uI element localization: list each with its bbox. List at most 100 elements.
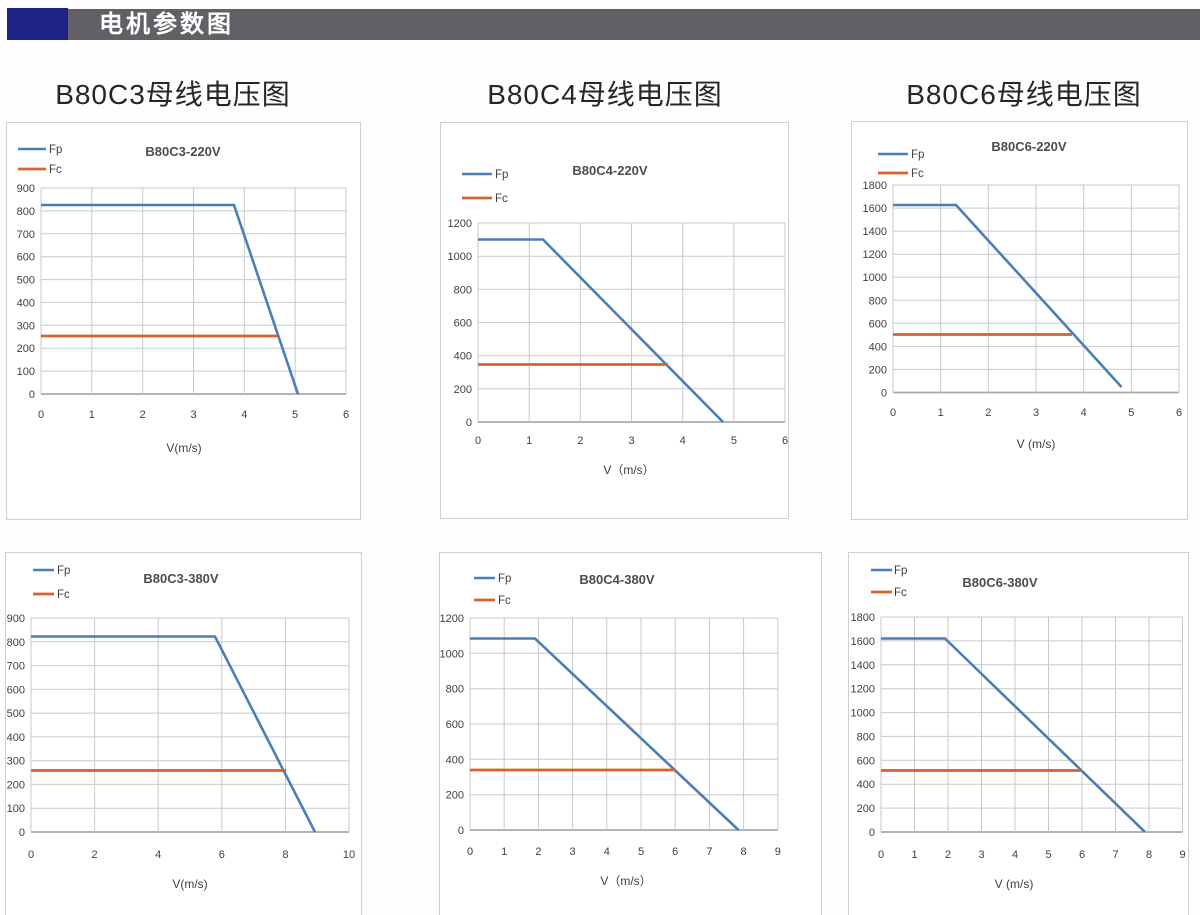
svg-text:Fc: Fc — [911, 168, 924, 180]
svg-text:Fc: Fc — [495, 193, 508, 205]
svg-text:0: 0 — [869, 827, 875, 839]
svg-text:200: 200 — [454, 384, 472, 396]
svg-text:5: 5 — [1128, 407, 1134, 419]
svg-text:B80C6-220V: B80C6-220V — [991, 139, 1066, 154]
svg-text:100: 100 — [7, 803, 25, 815]
svg-text:700: 700 — [17, 229, 35, 241]
svg-text:1400: 1400 — [863, 226, 887, 238]
svg-text:2: 2 — [577, 435, 583, 447]
svg-text:10: 10 — [343, 849, 355, 861]
svg-text:V(m/s): V(m/s) — [172, 877, 207, 891]
svg-text:Fp: Fp — [911, 149, 924, 161]
svg-text:0: 0 — [458, 825, 464, 837]
svg-text:2: 2 — [535, 846, 541, 858]
svg-text:800: 800 — [857, 731, 875, 743]
svg-text:400: 400 — [7, 732, 25, 744]
svg-text:4: 4 — [1081, 407, 1087, 419]
svg-text:0: 0 — [881, 388, 887, 400]
svg-text:2: 2 — [140, 409, 146, 421]
svg-text:B80C3-220V: B80C3-220V — [145, 144, 220, 159]
svg-text:600: 600 — [454, 318, 472, 330]
svg-text:900: 900 — [17, 183, 35, 195]
svg-text:700: 700 — [7, 661, 25, 673]
svg-text:Fp: Fp — [894, 565, 907, 577]
svg-text:4: 4 — [155, 849, 161, 861]
svg-text:Fc: Fc — [57, 589, 70, 601]
svg-text:8: 8 — [1146, 849, 1152, 861]
svg-text:5: 5 — [638, 846, 644, 858]
svg-text:4: 4 — [241, 409, 247, 421]
svg-text:600: 600 — [857, 755, 875, 767]
svg-text:600: 600 — [446, 719, 464, 731]
svg-text:0: 0 — [38, 409, 44, 421]
svg-text:8: 8 — [741, 846, 747, 858]
svg-text:1600: 1600 — [863, 203, 887, 215]
svg-text:1200: 1200 — [440, 613, 464, 625]
svg-text:800: 800 — [869, 295, 887, 307]
svg-text:1: 1 — [501, 846, 507, 858]
svg-text:5: 5 — [292, 409, 298, 421]
svg-text:1: 1 — [911, 849, 917, 861]
svg-text:7: 7 — [1112, 849, 1118, 861]
svg-text:6: 6 — [782, 435, 788, 447]
svg-text:1: 1 — [938, 407, 944, 419]
svg-text:1000: 1000 — [440, 648, 464, 660]
svg-text:400: 400 — [857, 779, 875, 791]
svg-text:B80C4-220V: B80C4-220V — [572, 163, 647, 178]
svg-text:1200: 1200 — [851, 684, 875, 696]
svg-text:2: 2 — [92, 849, 98, 861]
svg-text:6: 6 — [1079, 849, 1085, 861]
svg-text:1000: 1000 — [448, 251, 472, 263]
svg-text:900: 900 — [7, 613, 25, 625]
svg-text:0: 0 — [467, 846, 473, 858]
svg-text:0: 0 — [29, 389, 35, 401]
svg-text:3: 3 — [190, 409, 196, 421]
svg-text:3: 3 — [570, 846, 576, 858]
svg-text:600: 600 — [869, 318, 887, 330]
svg-text:300: 300 — [17, 320, 35, 332]
svg-text:600: 600 — [17, 252, 35, 264]
svg-text:1000: 1000 — [863, 272, 887, 284]
svg-text:1: 1 — [526, 435, 532, 447]
svg-text:300: 300 — [7, 756, 25, 768]
svg-text:800: 800 — [446, 684, 464, 696]
svg-text:6: 6 — [343, 409, 349, 421]
svg-text:0: 0 — [19, 827, 25, 839]
svg-text:400: 400 — [869, 341, 887, 353]
svg-text:600: 600 — [7, 684, 25, 696]
svg-text:V（m/s）: V（m/s） — [600, 874, 651, 888]
svg-text:B80C6-380V: B80C6-380V — [962, 575, 1037, 590]
svg-text:800: 800 — [7, 637, 25, 649]
svg-text:0: 0 — [878, 849, 884, 861]
svg-text:Fc: Fc — [498, 595, 511, 607]
svg-text:V（m/s）: V（m/s） — [603, 463, 654, 477]
svg-text:800: 800 — [454, 284, 472, 296]
svg-text:1800: 1800 — [863, 180, 887, 192]
svg-text:4: 4 — [680, 435, 686, 447]
svg-text:100: 100 — [17, 366, 35, 378]
svg-text:1200: 1200 — [448, 218, 472, 230]
svg-text:6: 6 — [672, 846, 678, 858]
svg-text:Fp: Fp — [495, 169, 508, 181]
svg-text:800: 800 — [17, 206, 35, 218]
svg-text:200: 200 — [869, 364, 887, 376]
svg-text:B80C4-380V: B80C4-380V — [579, 572, 654, 587]
svg-text:Fp: Fp — [498, 573, 511, 585]
svg-text:200: 200 — [7, 779, 25, 791]
svg-text:6: 6 — [219, 849, 225, 861]
svg-text:9: 9 — [1179, 849, 1185, 861]
svg-text:6: 6 — [1176, 407, 1182, 419]
svg-text:V (m/s): V (m/s) — [995, 877, 1034, 891]
svg-text:400: 400 — [446, 754, 464, 766]
svg-text:2: 2 — [945, 849, 951, 861]
svg-text:7: 7 — [706, 846, 712, 858]
svg-text:400: 400 — [17, 297, 35, 309]
svg-text:500: 500 — [7, 708, 25, 720]
svg-text:3: 3 — [628, 435, 634, 447]
svg-text:0: 0 — [475, 435, 481, 447]
svg-text:1: 1 — [89, 409, 95, 421]
svg-text:500: 500 — [17, 275, 35, 287]
svg-text:5: 5 — [731, 435, 737, 447]
svg-text:Fc: Fc — [894, 587, 907, 599]
svg-text:200: 200 — [446, 790, 464, 802]
